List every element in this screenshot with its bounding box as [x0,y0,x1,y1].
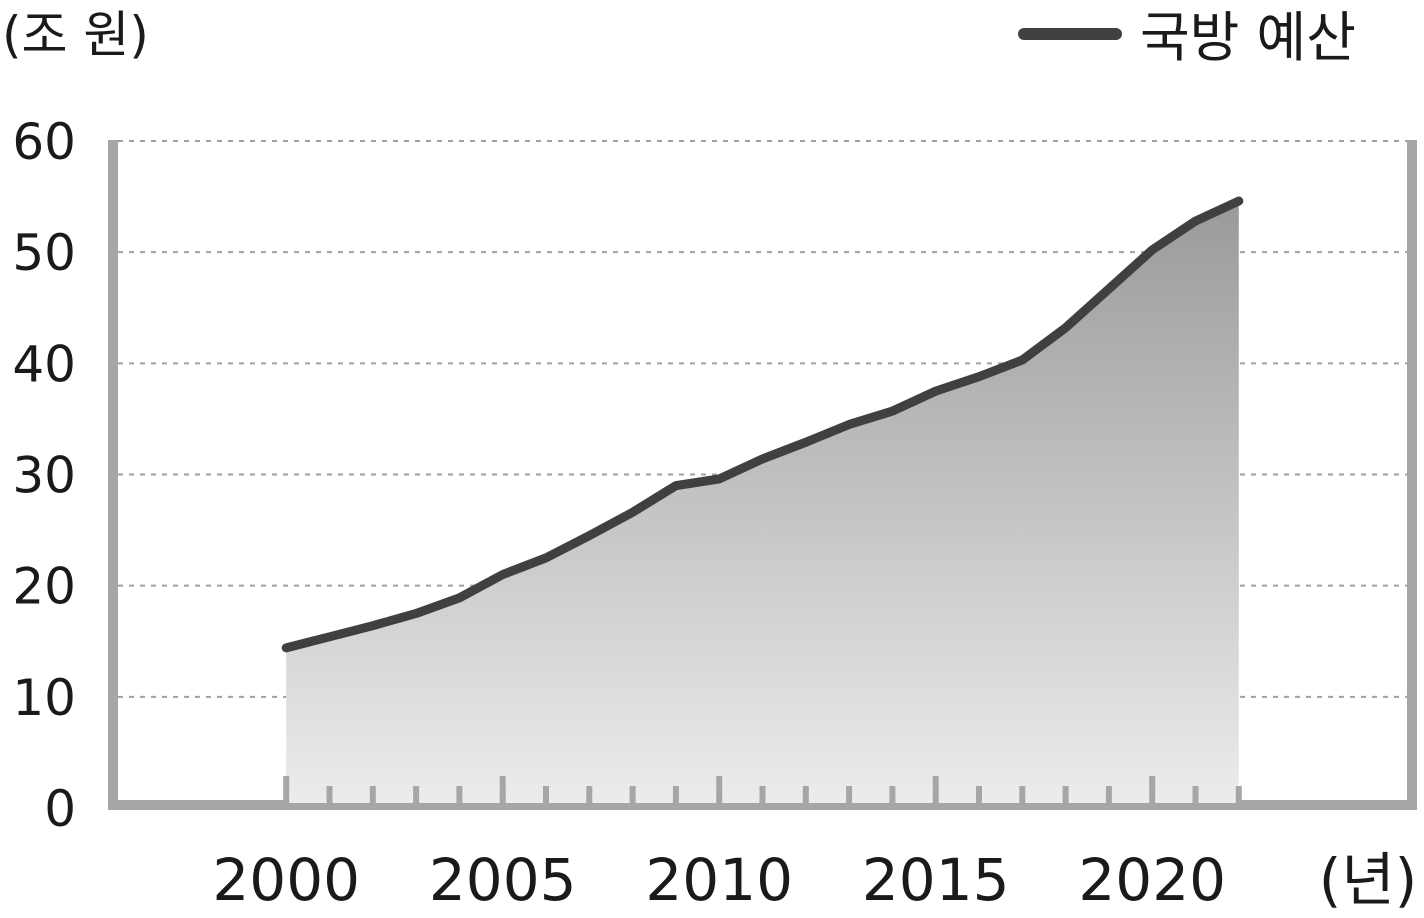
y-tick-labels: 0 10 20 30 40 50 60 [12,113,76,838]
x-tick-marks [283,776,1242,803]
x-tick-label-2000: 2000 [212,846,360,914]
y-tick-label-0: 0 [44,780,76,838]
y-tick-label-40: 40 [12,335,76,393]
area-layer [286,201,1239,803]
x-tick-label-2005: 2005 [429,846,577,914]
series-area-fill [286,201,1239,803]
x-tick-label-2020: 2020 [1078,846,1226,914]
y-tick-label-50: 50 [12,224,76,282]
legend-label: 국방 예산 [1140,6,1356,69]
legend: 국방 예산 [1018,6,1356,69]
y-tick-label-20: 20 [12,558,76,616]
y-tick-label-10: 10 [12,669,76,727]
y-tick-label-60: 60 [12,113,76,171]
x-tick-labels: 2000 2005 2010 2015 2020 [212,846,1226,914]
series-line [281,196,1244,653]
x-axis-unit-label: (년) [1319,846,1418,914]
y-tick-label-30: 30 [12,447,76,505]
plot-frame [108,140,1417,810]
line-layer [281,196,1244,653]
x-tick-label-2010: 2010 [645,846,793,914]
x-tick-label-2015: 2015 [862,846,1010,914]
y-axis-unit-label: (조 원) [2,6,149,64]
